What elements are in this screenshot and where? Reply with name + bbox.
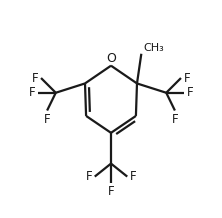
Text: O: O <box>106 52 116 65</box>
Text: F: F <box>187 86 193 99</box>
Text: F: F <box>32 72 38 85</box>
Text: F: F <box>130 170 137 183</box>
Text: F: F <box>85 170 92 183</box>
Text: F: F <box>172 113 178 126</box>
Text: CH₃: CH₃ <box>143 43 164 53</box>
Text: F: F <box>29 86 35 99</box>
Text: F: F <box>108 185 114 198</box>
Text: F: F <box>184 72 190 85</box>
Text: F: F <box>44 113 50 126</box>
